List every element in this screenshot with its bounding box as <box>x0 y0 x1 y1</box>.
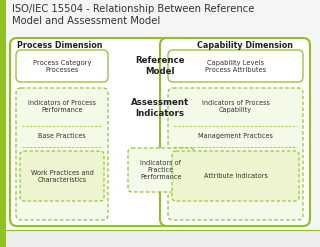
Text: Assessment
Indicators: Assessment Indicators <box>131 98 189 118</box>
Text: Attribute Indicators: Attribute Indicators <box>204 173 268 179</box>
Text: Reference
Model: Reference Model <box>135 56 185 76</box>
FancyBboxPatch shape <box>168 88 303 220</box>
Text: Base Practices: Base Practices <box>38 133 86 139</box>
Text: Capability Levels
Process Attributes: Capability Levels Process Attributes <box>205 60 266 73</box>
Text: Indicators of
Practice
Performance: Indicators of Practice Performance <box>140 160 182 180</box>
Text: Process Category
Processes: Process Category Processes <box>33 60 91 73</box>
Text: Management Practices: Management Practices <box>198 133 273 139</box>
FancyBboxPatch shape <box>10 38 186 226</box>
FancyBboxPatch shape <box>128 148 194 192</box>
Text: Indicators of Process
Capability: Indicators of Process Capability <box>202 100 269 112</box>
Text: Work Practices and
Characteristics: Work Practices and Characteristics <box>31 169 93 183</box>
FancyBboxPatch shape <box>16 50 108 82</box>
Text: Process Dimension: Process Dimension <box>17 41 103 50</box>
Bar <box>0 0 6 247</box>
Text: ISO/IEC 15504 - Relationship Between Reference
Model and Assessment Model: ISO/IEC 15504 - Relationship Between Ref… <box>12 4 254 26</box>
Text: October 23, 2013: October 23, 2013 <box>12 236 64 241</box>
Text: Capability Dimension: Capability Dimension <box>197 41 293 50</box>
FancyBboxPatch shape <box>16 88 108 220</box>
FancyBboxPatch shape <box>172 151 299 201</box>
FancyBboxPatch shape <box>168 50 303 82</box>
FancyBboxPatch shape <box>20 151 104 201</box>
Bar <box>6 230 320 247</box>
Text: 9: 9 <box>308 236 312 241</box>
FancyBboxPatch shape <box>160 38 310 226</box>
Text: Indicators of Process
Performance: Indicators of Process Performance <box>28 100 96 112</box>
